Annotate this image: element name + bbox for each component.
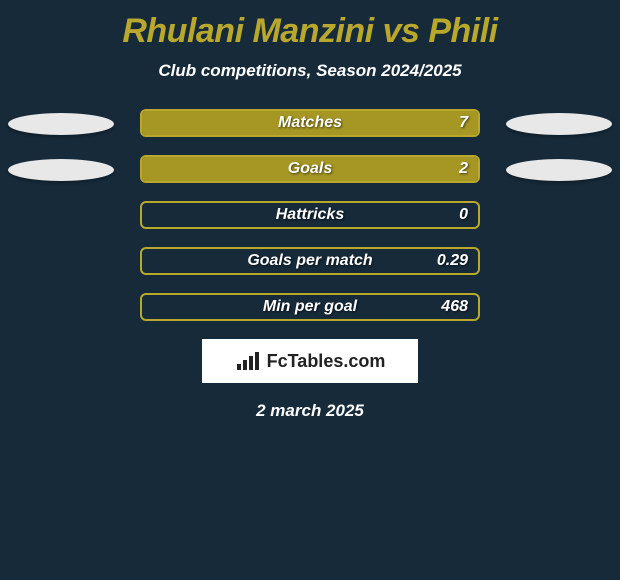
stat-label: Goals: [142, 157, 478, 181]
stat-label: Goals per match: [142, 249, 478, 273]
stat-row: Goals per match0.29: [0, 247, 620, 279]
stat-bar: Goals2: [140, 155, 480, 183]
right-ellipse: [506, 159, 612, 181]
stat-value: 7: [459, 111, 468, 135]
stat-value: 0.29: [437, 249, 468, 273]
stat-bar: Min per goal468: [140, 293, 480, 321]
brand-box[interactable]: FcTables.com: [202, 339, 418, 383]
right-ellipse: [506, 113, 612, 135]
stat-value: 0: [459, 203, 468, 227]
stat-value: 468: [441, 295, 468, 319]
chart-icon: [235, 350, 263, 372]
stats-card: Rhulani Manzini vs Phili Club competitio…: [0, 0, 620, 580]
stat-label: Hattricks: [142, 203, 478, 227]
footer-date: 2 march 2025: [0, 401, 620, 421]
stat-label: Matches: [142, 111, 478, 135]
left-ellipse: [8, 159, 114, 181]
stat-value: 2: [459, 157, 468, 181]
left-ellipse: [8, 113, 114, 135]
stat-row: Matches7: [0, 109, 620, 141]
stat-row: Hattricks0: [0, 201, 620, 233]
stat-bar: Matches7: [140, 109, 480, 137]
stat-row: Goals2: [0, 155, 620, 187]
page-title: Rhulani Manzini vs Phili: [0, 0, 620, 51]
stat-bar: Hattricks0: [140, 201, 480, 229]
brand-text: FcTables.com: [267, 351, 386, 372]
page-subtitle: Club competitions, Season 2024/2025: [0, 61, 620, 81]
stat-bar: Goals per match0.29: [140, 247, 480, 275]
stat-label: Min per goal: [142, 295, 478, 319]
stats-rows: Matches7Goals2Hattricks0Goals per match0…: [0, 109, 620, 325]
stat-row: Min per goal468: [0, 293, 620, 325]
